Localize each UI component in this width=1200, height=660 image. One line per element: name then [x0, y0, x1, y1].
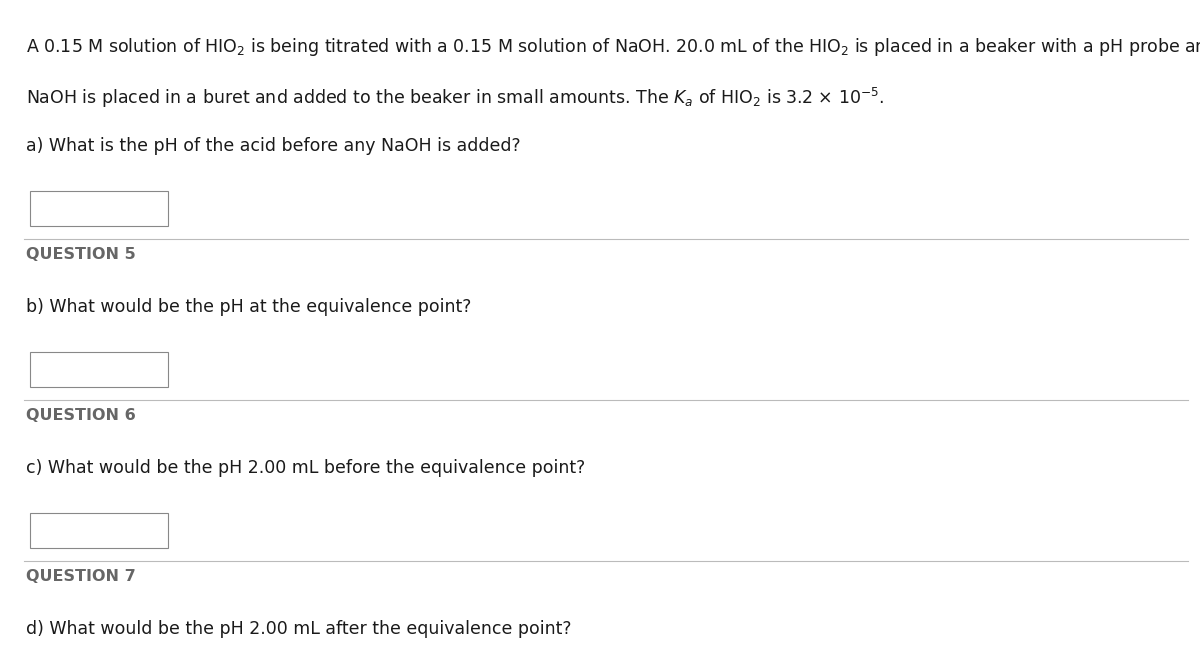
Text: A 0.15 M solution of HIO$_2$ is being titrated with a 0.15 M solution of NaOH. 2: A 0.15 M solution of HIO$_2$ is being ti… [26, 36, 1200, 58]
FancyBboxPatch shape [30, 191, 168, 226]
Text: QUESTION 5: QUESTION 5 [26, 247, 136, 262]
Text: d) What would be the pH 2.00 mL after the equivalence point?: d) What would be the pH 2.00 mL after th… [26, 620, 572, 638]
FancyBboxPatch shape [30, 513, 168, 548]
Text: a) What is the pH of the acid before any NaOH is added?: a) What is the pH of the acid before any… [26, 137, 521, 155]
Text: NaOH is placed in a buret and added to the beaker in small amounts. The $K_a$ of: NaOH is placed in a buret and added to t… [26, 86, 884, 110]
Text: QUESTION 6: QUESTION 6 [26, 408, 136, 423]
Text: c) What would be the pH 2.00 mL before the equivalence point?: c) What would be the pH 2.00 mL before t… [26, 459, 586, 477]
Text: QUESTION 7: QUESTION 7 [26, 569, 136, 584]
Text: b) What would be the pH at the equivalence point?: b) What would be the pH at the equivalen… [26, 298, 472, 316]
FancyBboxPatch shape [30, 352, 168, 387]
